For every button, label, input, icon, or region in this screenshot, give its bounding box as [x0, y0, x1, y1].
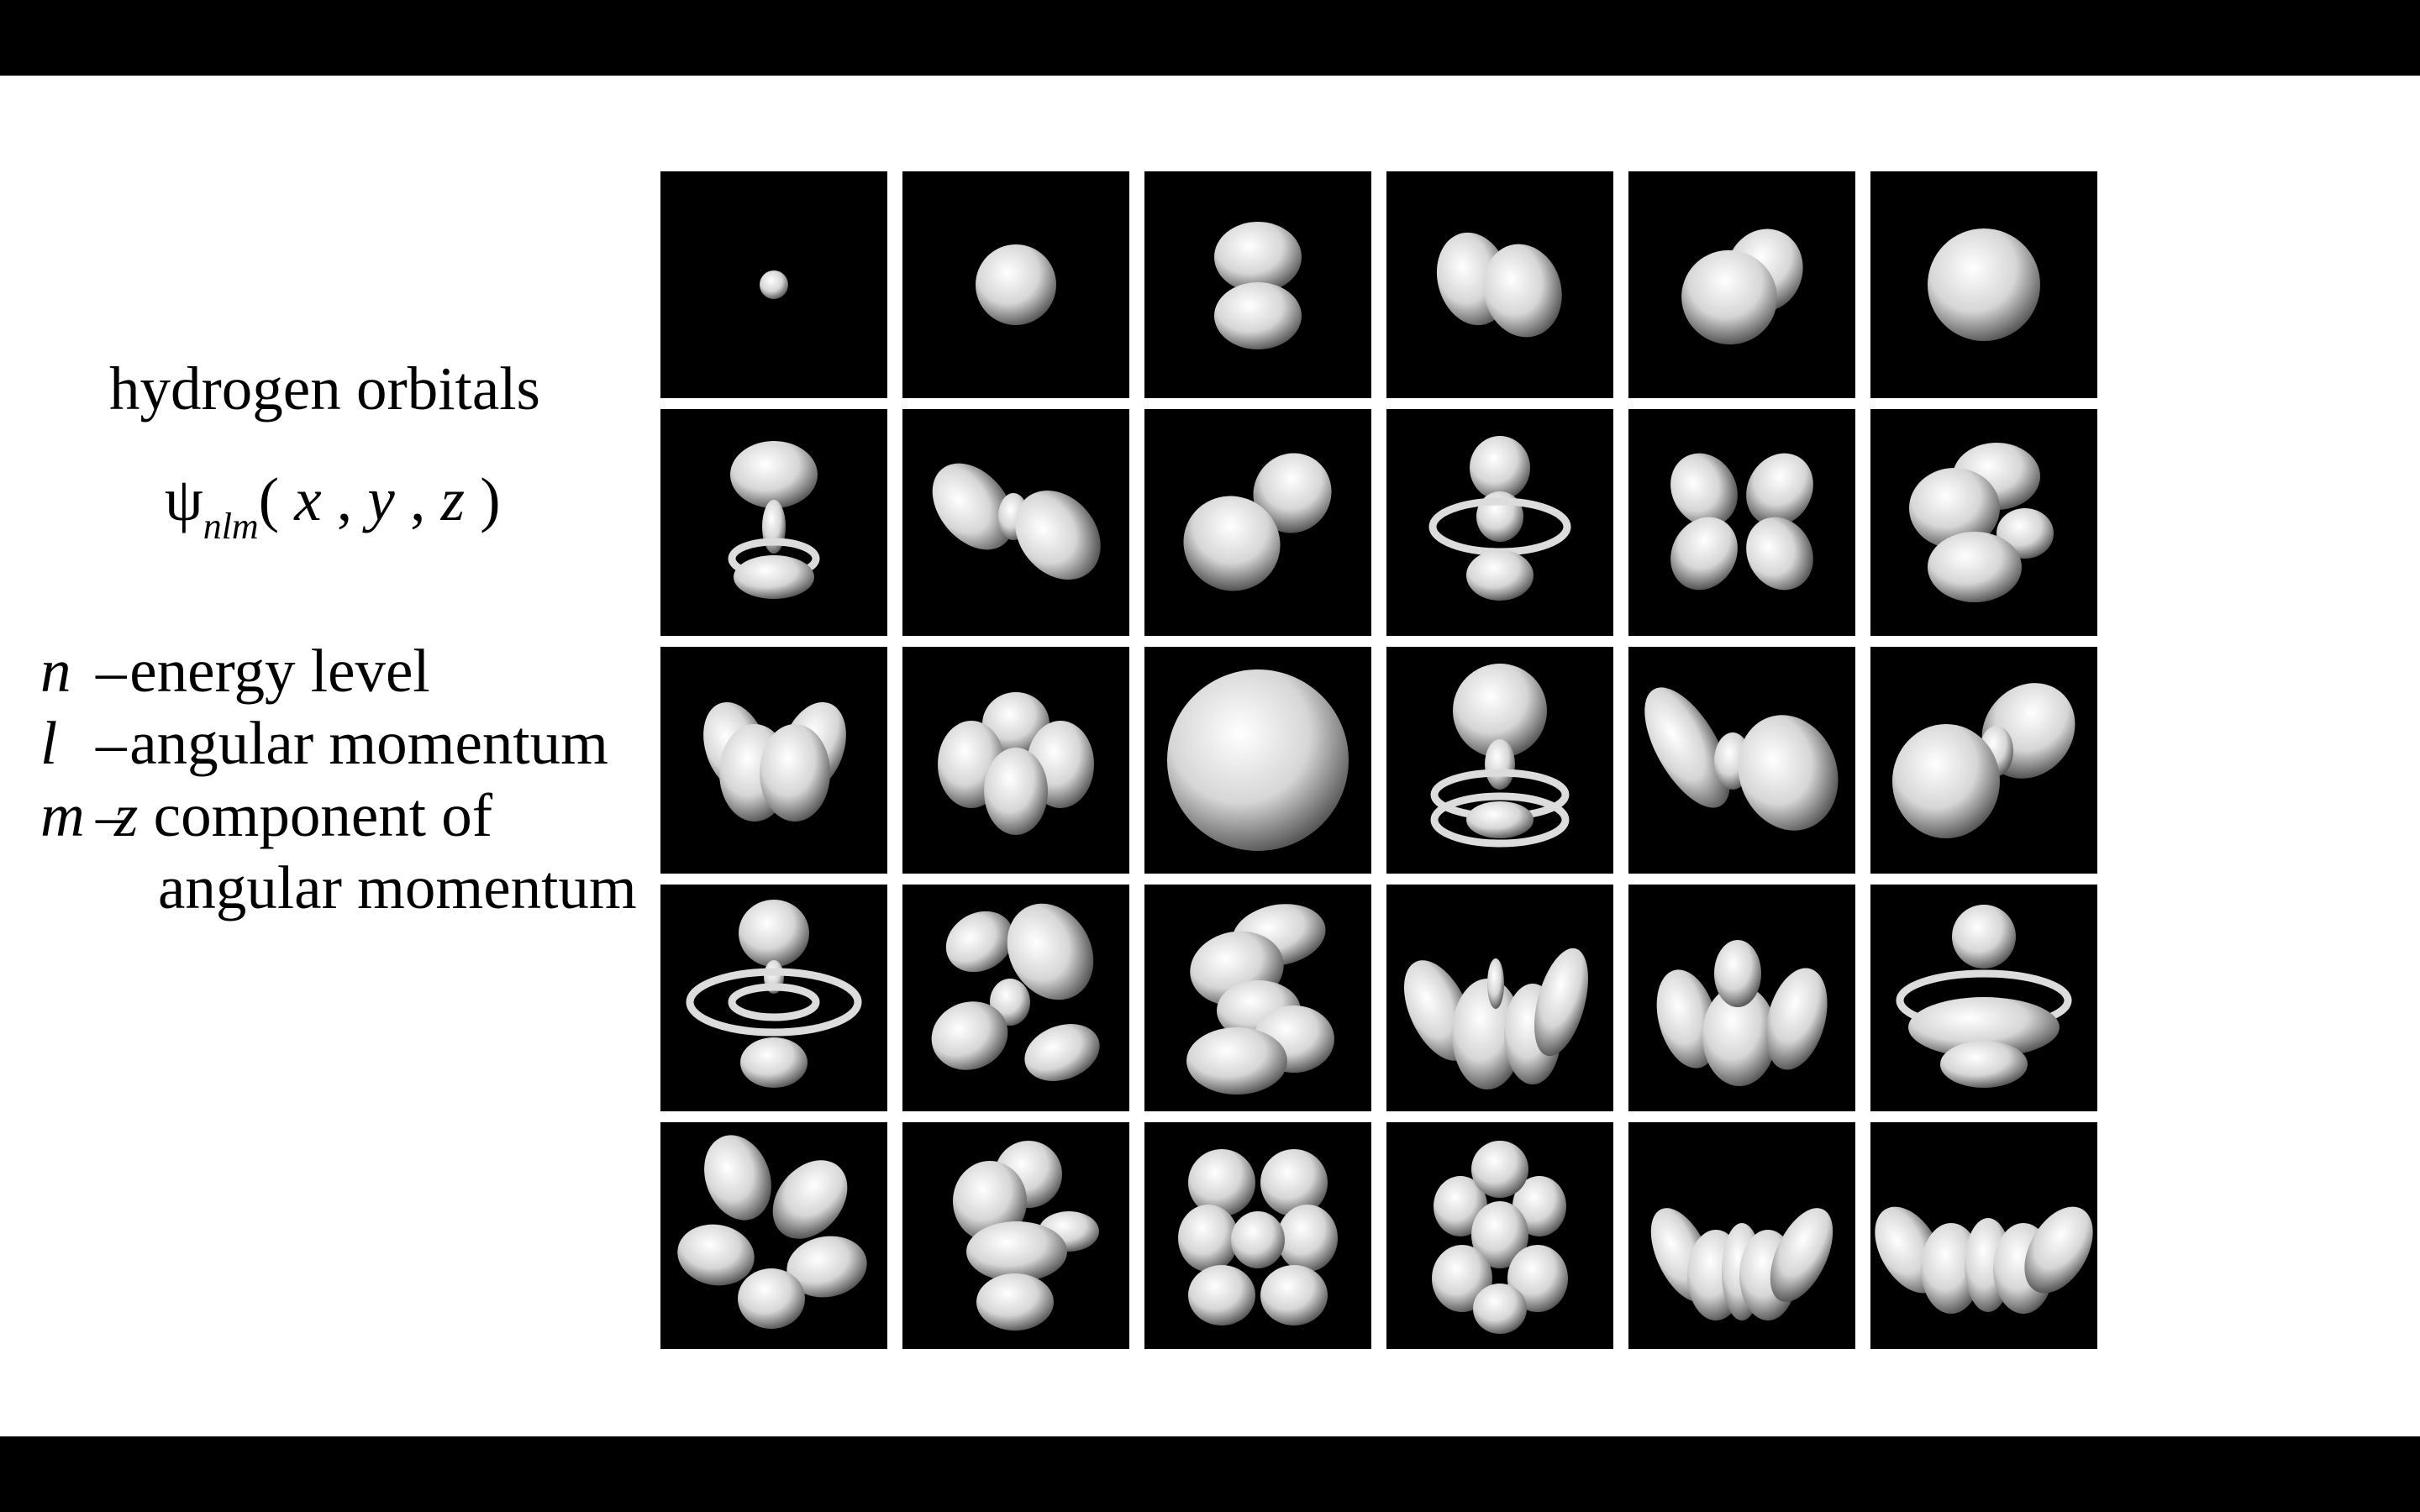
orbital-tile — [1628, 409, 1855, 636]
quantum-number-legend: n – energy level l – angular momentum m –z … — [40, 635, 637, 924]
orbital-multi-lobe-stacked — [1144, 885, 1371, 1111]
orbital-tile — [1628, 885, 1855, 1111]
orbital-sphere-small — [902, 171, 1129, 398]
arg-x: x — [294, 465, 321, 533]
orbital-multi-lobe-fan-2 — [1628, 885, 1855, 1111]
legend-dash: – — [96, 635, 114, 707]
paren-close: ) — [480, 465, 500, 533]
orbital-sphere-medium — [1870, 171, 2097, 398]
orbital-four-lobes — [902, 647, 1129, 874]
psi-symbol: ψ — [165, 465, 203, 533]
orbital-lobes-diagonal-ring — [1144, 409, 1371, 636]
orbital-flower-stacked — [902, 1122, 1129, 1349]
orbital-dz2-large — [1386, 409, 1613, 636]
orbital-fan-five — [1628, 1122, 1855, 1349]
orbital-tile — [1870, 409, 2097, 636]
legend-symbol: m — [40, 780, 96, 852]
legend-text: component of — [138, 781, 492, 849]
orbital-tile — [1144, 1122, 1371, 1349]
legend-dash: – — [96, 707, 114, 780]
orbital-tile — [902, 171, 1129, 398]
orbital-dz2-torus — [1870, 885, 2097, 1111]
orbital-multi-lobe-fan — [1386, 885, 1613, 1111]
orbital-lobes-tilted-right — [1628, 171, 1855, 398]
orbital-tile — [1386, 885, 1613, 1111]
orbital-grid — [660, 171, 2099, 1346]
wavefunction-formula: ψnlm( x , y , z ) — [165, 469, 501, 530]
orbital-tile — [660, 409, 887, 636]
orbital-tile — [1386, 409, 1613, 636]
comma-1: , — [337, 465, 352, 533]
orbital-tile — [1870, 647, 2097, 874]
orbital-lobes-vertical — [1144, 171, 1371, 398]
orbital-tile — [1628, 647, 1855, 874]
orbital-tile — [1144, 409, 1371, 636]
psi-subscript: nlm — [203, 506, 259, 547]
legend-dash: – — [96, 780, 114, 852]
orbital-cloverleaf — [1628, 409, 1855, 636]
orbital-tile — [1144, 647, 1371, 874]
orbital-tile — [1386, 1122, 1613, 1349]
orbital-tile — [660, 171, 887, 398]
orbital-sphere-tiny — [660, 171, 887, 398]
legend-text: angular momentum — [158, 853, 637, 921]
orbital-dz2-double-ring — [660, 885, 887, 1111]
orbital-tile — [1386, 171, 1613, 398]
legend-symbol: n — [40, 635, 96, 707]
orbital-flower-diagonal — [660, 1122, 887, 1349]
legend-symbol: l — [40, 707, 96, 780]
orbital-tile — [902, 647, 1129, 874]
orbital-lobes-tilted-left — [1386, 171, 1613, 398]
slide-title: hydrogen orbitals — [109, 358, 540, 419]
orbital-tile — [660, 1122, 887, 1349]
orbital-dz2-with-ring — [660, 409, 887, 636]
legend-item-m: m –z component of — [40, 780, 637, 852]
orbital-tile — [1870, 171, 2097, 398]
orbital-tile — [1870, 1122, 2097, 1349]
legend-item-n: n – energy level — [40, 635, 637, 707]
orbital-sphere-large — [1144, 647, 1371, 874]
orbital-tile — [902, 409, 1129, 636]
arg-z: z — [441, 465, 465, 533]
legend-item-m-continuation: angular momentum — [40, 852, 637, 924]
orbital-tile — [902, 1122, 1129, 1349]
orbital-tile — [660, 647, 887, 874]
comma-2: , — [410, 465, 425, 533]
legend-text-italic: z — [114, 781, 138, 849]
letterbox-top — [0, 0, 2420, 76]
orbital-flower-cross — [1144, 1122, 1371, 1349]
orbital-paired-lobes — [660, 647, 887, 874]
orbital-lobes-ringed-right — [1870, 647, 2097, 874]
orbital-flower-six — [1386, 1122, 1613, 1349]
orbital-lobes-ringed-left — [1628, 647, 1855, 874]
letterbox-bottom — [0, 1436, 2420, 1512]
orbital-tile — [902, 885, 1129, 1111]
slide: hydrogen orbitals ψnlm( x , y , z ) n – e… — [0, 76, 2420, 1436]
orbital-tile — [1144, 171, 1371, 398]
orbital-multi-lobe-diagonal — [902, 885, 1129, 1111]
orbital-tile — [1386, 647, 1613, 874]
orbital-tile — [1870, 885, 2097, 1111]
orbital-tile — [1628, 171, 1855, 398]
legend-text: angular momentum — [114, 709, 608, 777]
orbital-stacked-lobes — [1870, 409, 2097, 636]
orbital-tile — [1628, 1122, 1855, 1349]
orbital-dz2-nested — [1386, 647, 1613, 874]
legend-text: energy level — [114, 637, 430, 705]
orbital-tile — [1144, 885, 1371, 1111]
paren-open: ( — [259, 465, 279, 533]
arg-y: y — [367, 465, 394, 533]
orbital-fan-six — [1870, 1122, 2097, 1349]
orbital-lobes-diagonal-node — [902, 409, 1129, 636]
orbital-tile — [660, 885, 887, 1111]
legend-item-l: l – angular momentum — [40, 707, 637, 780]
